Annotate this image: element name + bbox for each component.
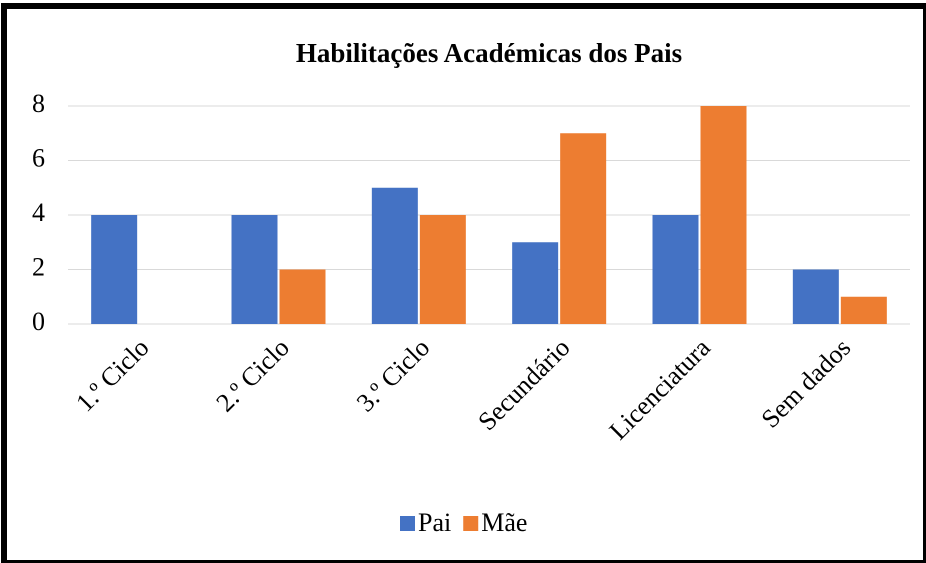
y-tick-label: 4 — [32, 198, 45, 227]
legend-swatch — [400, 516, 415, 531]
bar — [700, 106, 747, 324]
y-tick-label: 2 — [32, 252, 45, 281]
bar — [91, 215, 138, 324]
bar — [840, 296, 887, 324]
y-tick-label: 6 — [32, 143, 45, 172]
legend-label: Mãe — [481, 508, 527, 537]
bar — [512, 242, 559, 324]
bar — [652, 215, 699, 324]
bar — [419, 215, 466, 324]
bar — [231, 215, 278, 324]
y-tick-label: 0 — [32, 307, 45, 336]
bar — [560, 133, 607, 324]
bar — [279, 269, 326, 324]
legend-swatch — [463, 516, 479, 531]
legend-label: Pai — [418, 508, 451, 537]
y-tick-label: 8 — [32, 89, 45, 118]
bar — [792, 269, 839, 324]
bar — [371, 187, 418, 324]
chart-title: Habilitações Académicas dos Pais — [296, 38, 682, 68]
